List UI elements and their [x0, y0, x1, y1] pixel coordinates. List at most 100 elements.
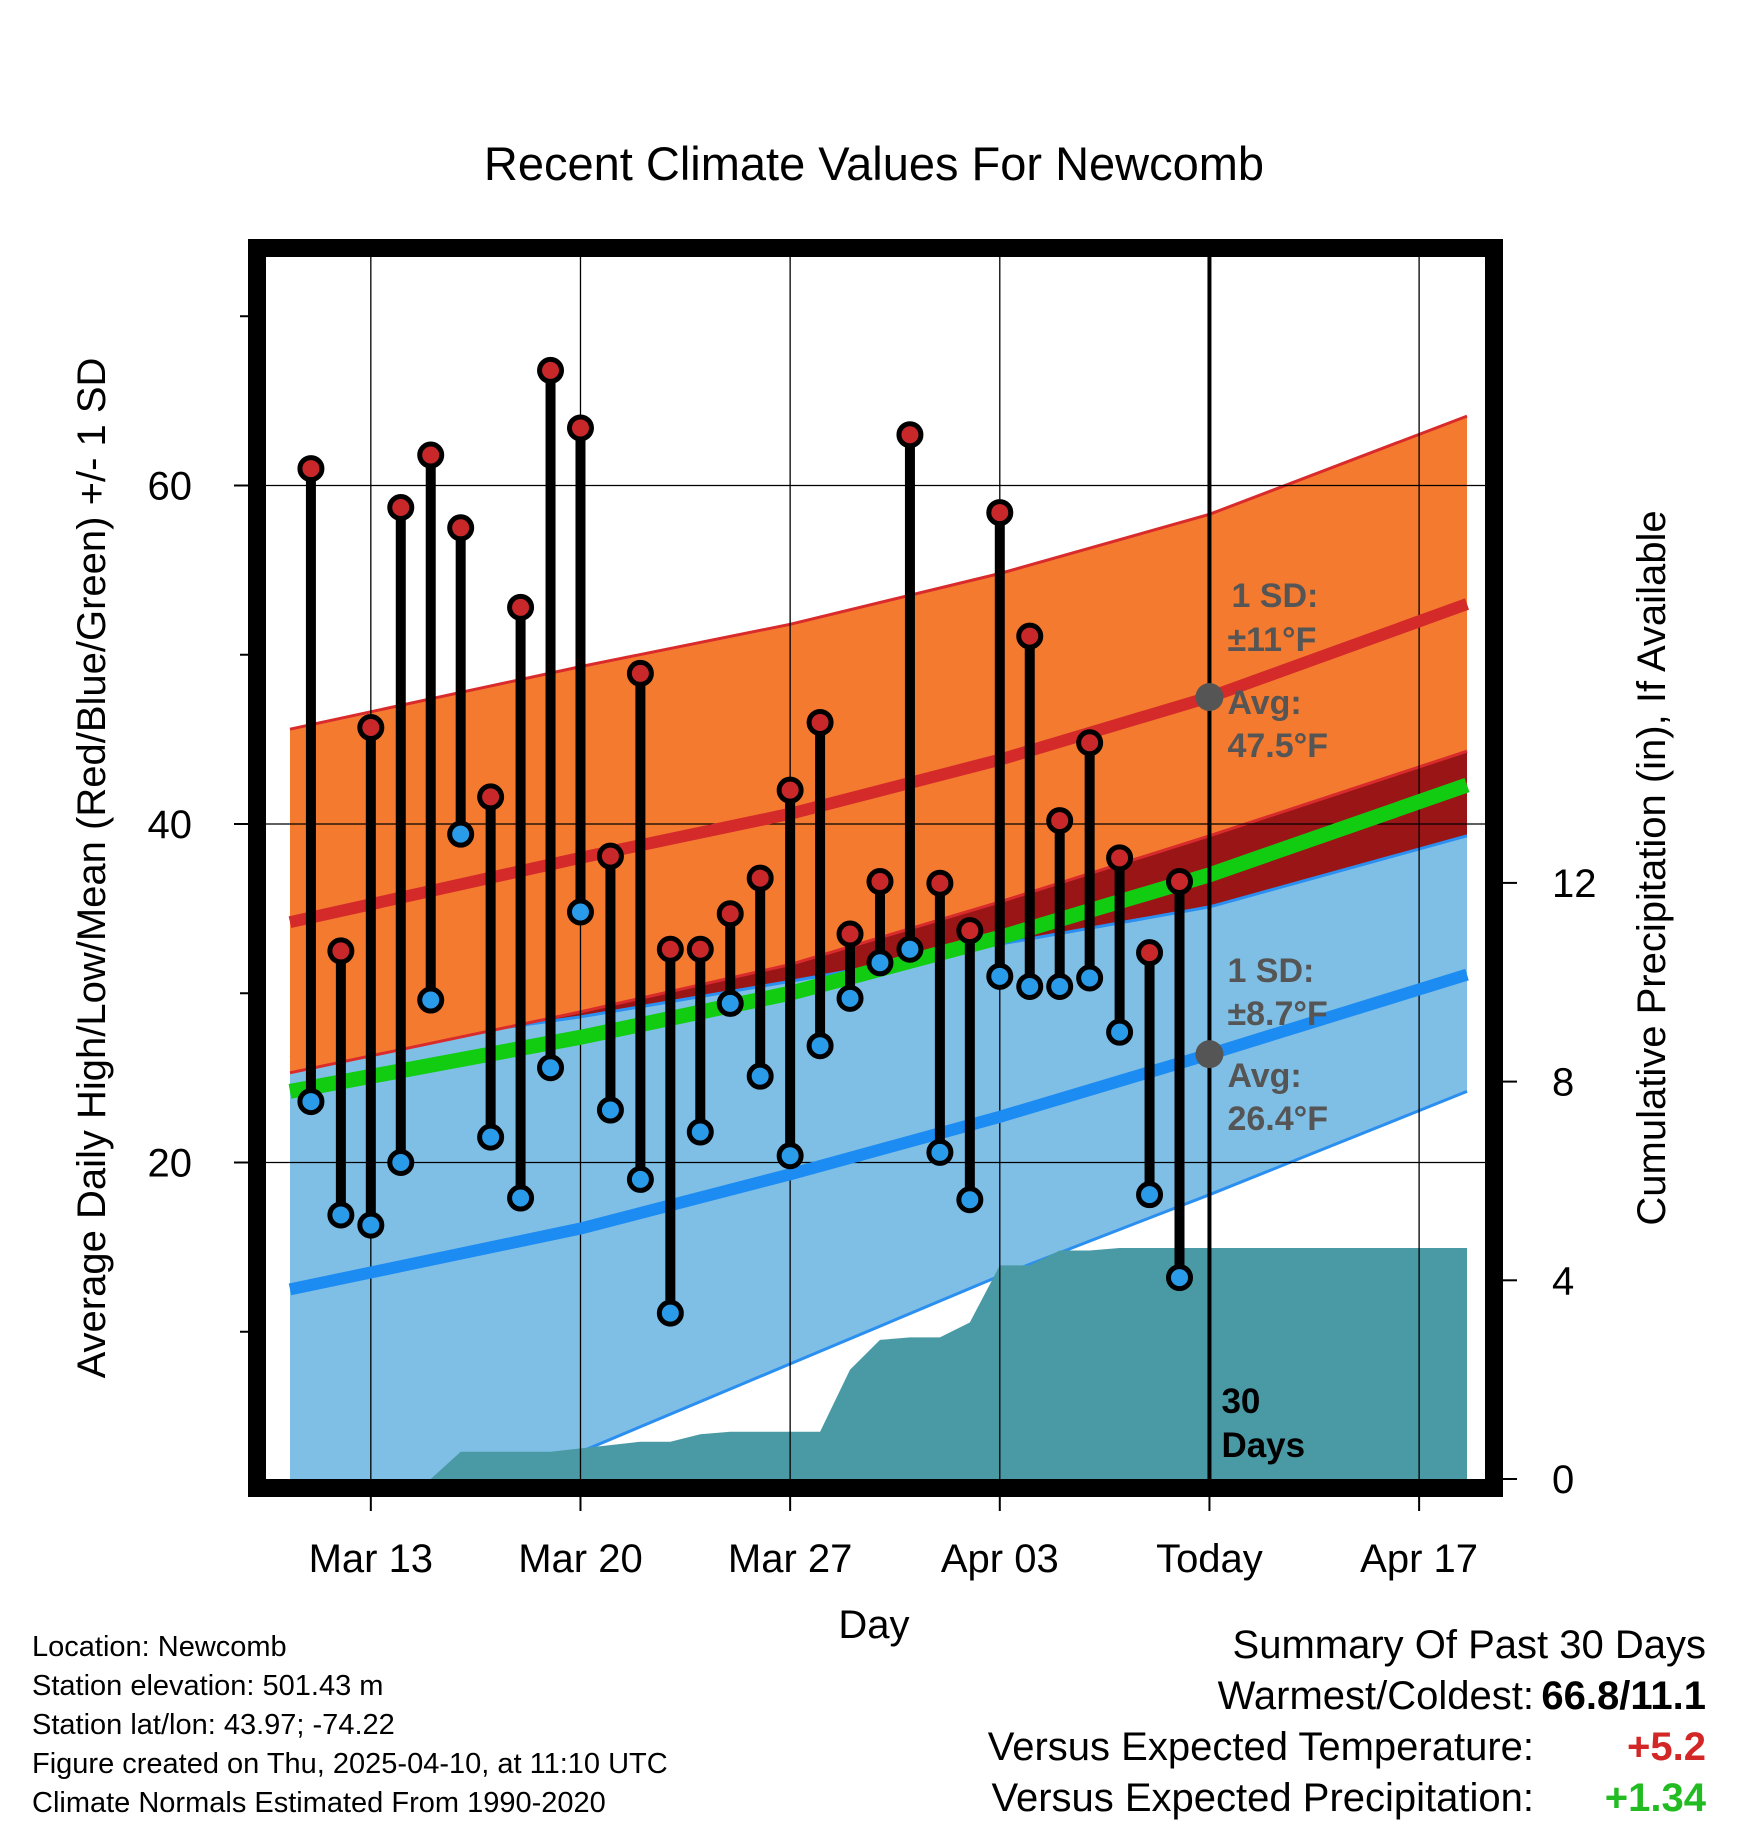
daily-low-point: [986, 962, 1014, 990]
daily-low-point: [1136, 1181, 1164, 1209]
daily-low-point: [716, 989, 744, 1017]
low-sd-label: 1 SD:: [1227, 952, 1314, 990]
high-sd-value: ±11°F: [1227, 621, 1316, 659]
high-sd-label: 1 SD:: [1231, 577, 1318, 615]
daily-high-point: [926, 869, 954, 897]
daily-high-point: [1166, 868, 1194, 896]
daily-high-point: [447, 514, 475, 542]
daily-high-point: [537, 356, 565, 384]
low-sd-value: ±8.7°F: [1227, 995, 1327, 1033]
low-sd-band: [290, 835, 1467, 1479]
station-info: Location: Newcomb Station elevation: 501…: [32, 1628, 668, 1823]
high-upper-edge: [289, 414, 1468, 731]
daily-low-point: [387, 1148, 415, 1176]
low-avg-marker: [1195, 1040, 1224, 1069]
daily-low-point: [626, 1165, 654, 1193]
x-tick-label: Mar 27: [728, 1537, 853, 1581]
daily-low-point: [537, 1054, 565, 1082]
x-tick-label: Apr 17: [1360, 1537, 1478, 1581]
daily-high-point: [297, 455, 325, 483]
daily-low-point: [896, 935, 924, 963]
y-axis-title: Average Daily High/Low/Mean (Red/Blue/Gr…: [70, 358, 114, 1379]
daily-low-point: [1046, 972, 1074, 1000]
location-text: Location: Newcomb: [32, 1631, 287, 1663]
daily-low-point: [447, 820, 475, 848]
mean-normal-line: [288, 778, 1470, 1099]
y-tick-label: 40: [148, 803, 193, 847]
temp-departure-value: +5.2: [1627, 1725, 1706, 1769]
summary-heading: Summary Of Past 30 Days: [1232, 1623, 1706, 1667]
window-days-number: 30: [1221, 1382, 1260, 1421]
normals-text: Climate Normals Estimated From 1990-2020: [32, 1787, 606, 1819]
daily-high-point: [986, 499, 1014, 527]
warmest-label: Warmest/Coldest:: [1217, 1674, 1534, 1718]
y2-tick-label: 0: [1552, 1458, 1574, 1502]
daily-high-point: [596, 842, 624, 870]
daily-high-point: [836, 920, 864, 948]
x-tick-label: Mar 13: [309, 1537, 434, 1581]
daily-high-point: [1106, 844, 1134, 872]
daily-high-point: [507, 593, 535, 621]
chart-title: Recent Climate Values For Newcomb: [484, 137, 1264, 190]
plot-frame: [248, 239, 1503, 1497]
daily-high-point: [477, 783, 505, 811]
high-avg-label: Avg:: [1227, 684, 1301, 722]
x-tick-label: Mar 20: [518, 1537, 643, 1581]
summary-temp-row: Versus Expected Temperature: +5.2: [988, 1722, 1706, 1773]
y2-tick-label: 8: [1552, 1061, 1574, 1105]
daily-low-point: [866, 949, 894, 977]
summary-warmest-row: Warmest/Coldest: 66.8/11.1: [988, 1671, 1706, 1722]
daily-low-point: [596, 1096, 624, 1124]
daily-low-point: [477, 1123, 505, 1151]
daily-high-point: [387, 493, 415, 521]
summary-panel: Summary Of Past 30 Days Warmest/Coldest:…: [988, 1620, 1706, 1824]
high-avg-marker: [1195, 683, 1224, 712]
summary-precip-row: Versus Expected Precipitation: +1.34: [988, 1773, 1706, 1824]
created-text: Figure created on Thu, 2025-04-10, at 11…: [32, 1748, 668, 1780]
daily-low-point: [956, 1186, 984, 1214]
daily-high-point: [1136, 939, 1164, 967]
daily-low-point: [776, 1142, 804, 1170]
temp-departure-label: Versus Expected Temperature:: [987, 1725, 1534, 1769]
daily-high-point: [566, 414, 594, 442]
low-normal-line: [288, 968, 1469, 1296]
daily-high-point: [626, 659, 654, 687]
daily-low-point: [357, 1211, 385, 1239]
latlon-text: Station lat/lon: 43.97; -74.22: [32, 1709, 395, 1741]
daily-high-point: [716, 900, 744, 928]
y-tick-label: 20: [148, 1141, 193, 1185]
daily-high-point: [776, 776, 804, 804]
daily-low-point: [1076, 964, 1104, 992]
daily-high-point: [956, 917, 984, 945]
y2-tick-label: 4: [1552, 1259, 1574, 1303]
y2-tick-label: 12: [1552, 862, 1597, 906]
high-avg-value: 47.5°F: [1227, 727, 1328, 765]
daily-low-point: [327, 1201, 355, 1229]
y2-axis-title: Cumulative Precipitation (in), If Availa…: [1630, 510, 1674, 1225]
precip-departure-label: Versus Expected Precipitation:: [991, 1776, 1534, 1820]
daily-high-point: [1046, 807, 1074, 835]
warmest-value: 66.8/11.1: [1541, 1674, 1706, 1718]
precip-departure-value: +1.34: [1604, 1776, 1706, 1820]
daily-high-point: [1076, 729, 1104, 757]
daily-high-point: [327, 937, 355, 965]
daily-low-point: [686, 1118, 714, 1146]
low-avg-label: Avg:: [1227, 1057, 1301, 1095]
elevation-text: Station elevation: 501.43 m: [32, 1670, 384, 1702]
daily-low-point: [656, 1299, 684, 1327]
precip-area: [290, 1248, 1467, 1479]
daily-high-point: [866, 868, 894, 896]
daily-high-point: [357, 714, 385, 742]
low-avg-value: 26.4°F: [1227, 1100, 1328, 1138]
daily-low-point: [836, 984, 864, 1012]
daily-high-point: [656, 935, 684, 963]
y-tick-label: 60: [148, 464, 193, 508]
daily-low-point: [1106, 1018, 1134, 1046]
daily-high-point: [417, 441, 445, 469]
daily-high-point: [1016, 622, 1044, 650]
daily-low-point: [1016, 972, 1044, 1000]
x-tick-label: Apr 03: [941, 1537, 1059, 1581]
daily-high-point: [746, 864, 774, 892]
daily-low-point: [806, 1032, 834, 1060]
daily-low-point: [746, 1062, 774, 1090]
